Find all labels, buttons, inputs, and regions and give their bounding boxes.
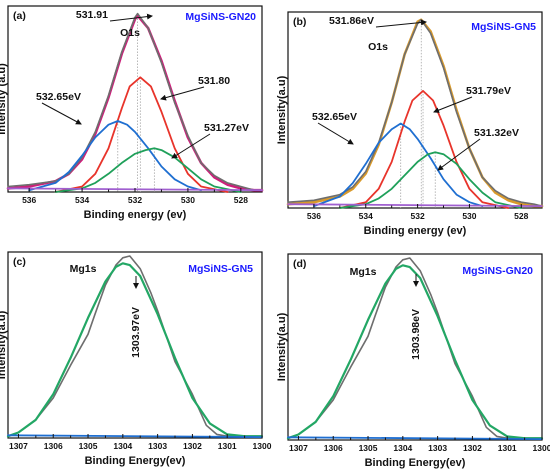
x-tick-label: 534 xyxy=(359,211,373,221)
annotation-arrow xyxy=(41,102,82,125)
annotation-arrow xyxy=(437,138,481,171)
y-axis-label: Intensity(a.u) xyxy=(276,312,288,381)
series-raw-2 xyxy=(7,12,263,191)
panel-label: (b) xyxy=(293,16,306,28)
x-tick-label: 1301 xyxy=(218,441,237,451)
x-tick-label: 536 xyxy=(307,211,321,221)
x-tick-label: 532 xyxy=(410,211,424,221)
panel-label: (d) xyxy=(293,258,306,270)
panel-4: 1307 1306 1305 1304 1303 1302 1301 1300 Binding … xyxy=(276,253,550,469)
annotation-arrow xyxy=(109,13,153,22)
x-tick-label: 1302 xyxy=(463,443,482,453)
x-tick-label: 1305 xyxy=(359,443,378,453)
series-component-4 xyxy=(312,122,484,208)
peak-annotation: 531.32eV xyxy=(474,127,519,139)
x-axis-label: Binding energy (ev) xyxy=(364,225,467,237)
series-component-3 xyxy=(54,76,229,193)
core-level-label: Mg1s xyxy=(350,266,377,278)
x-tick-label: 1304 xyxy=(393,443,412,453)
plot-frame xyxy=(287,253,543,441)
x-axis-label: Binding Energy(ev) xyxy=(85,455,186,467)
peak-annotation: 1303.97eV xyxy=(130,307,142,358)
y-axis-label: Intensity(a.u) xyxy=(0,310,8,379)
y-axis-label: Intensity(a.u) xyxy=(276,75,288,144)
series-component-3 xyxy=(338,90,510,209)
panel-label: (a) xyxy=(13,10,26,22)
series-raw-2 xyxy=(287,19,543,207)
x-tick-label: 534 xyxy=(75,195,89,205)
series-raw-1 xyxy=(287,257,543,439)
x-tick-label: 1306 xyxy=(44,441,63,451)
x-tick-label: 1303 xyxy=(148,441,167,451)
x-tick-label: 1305 xyxy=(79,441,98,451)
peak-annotation: 532.65eV xyxy=(312,111,357,123)
peak-annotation: 531.86eV xyxy=(329,15,374,27)
x-tick-label: 1303 xyxy=(428,443,447,453)
peak-annotation: 531.27eV xyxy=(204,122,249,134)
core-level-label: O1s xyxy=(368,41,388,53)
x-tick-label: 530 xyxy=(181,195,195,205)
x-tick-label: 1306 xyxy=(324,443,343,453)
peak-annotation: 531.79eV xyxy=(466,85,511,97)
panel-2: 536 534 532 530 528 Binding energy (ev) Intens… xyxy=(276,11,544,237)
x-tick-label: 1300 xyxy=(253,441,272,451)
annotation-arrow xyxy=(433,96,473,113)
panel-title: MgSiNS-GN20 xyxy=(462,265,533,277)
panel-1: 536 534 532 530 528 Binding energy (ev) Intens… xyxy=(0,5,264,221)
peak-annotation: 531.80 xyxy=(198,75,230,87)
annotation-arrow xyxy=(160,86,205,101)
x-tick-label: 1302 xyxy=(183,441,202,451)
series-component-5 xyxy=(338,151,523,209)
series-fit-2 xyxy=(6,262,264,438)
x-tick-label: 1301 xyxy=(498,443,517,453)
x-tick-label: 1304 xyxy=(113,441,132,451)
peak-annotation: 531.91 xyxy=(76,9,108,21)
x-tick-label: 1307 xyxy=(9,441,28,451)
series-background-6 xyxy=(287,203,543,208)
series-component-5 xyxy=(54,147,242,193)
core-level-label: Mg1s xyxy=(70,263,97,275)
plot-frame xyxy=(7,251,263,439)
x-tick-label: 1307 xyxy=(289,443,308,453)
peak-annotation: 532.65eV xyxy=(36,91,81,103)
x-tick-label: 530 xyxy=(462,211,476,221)
annotation-arrow xyxy=(171,133,211,159)
y-axis-label: Intensity (a.u) xyxy=(0,63,8,135)
panel-title: MgSiNS-GN5 xyxy=(471,21,536,33)
x-tick-label: 1300 xyxy=(533,443,550,453)
x-tick-label: 528 xyxy=(514,211,528,221)
panel-title: MgSiNS-GN20 xyxy=(185,11,256,23)
peak-annotation: 1303.98eV xyxy=(410,309,422,360)
x-axis-label: Binding Energy(ev) xyxy=(365,457,466,469)
annotation-arrow xyxy=(375,19,427,28)
x-axis-label: Binding energy (ev) xyxy=(84,209,187,221)
panel-3: 1307 1306 1305 1304 1303 1302 1301 1300 Binding … xyxy=(0,251,272,467)
core-level-label: O1s xyxy=(120,27,140,39)
x-tick-label: 528 xyxy=(234,195,248,205)
series-background-3 xyxy=(287,436,543,441)
x-tick-label: 536 xyxy=(22,195,36,205)
series-fit-2 xyxy=(286,264,544,440)
panel-label: (c) xyxy=(13,256,26,268)
series-component-4 xyxy=(28,120,203,192)
series-background-3 xyxy=(7,434,263,439)
plot-frame xyxy=(287,11,543,209)
x-tick-label: 532 xyxy=(128,195,142,205)
series-raw-1 xyxy=(7,255,263,437)
panel-title: MgSiNS-GN5 xyxy=(188,263,253,275)
annotation-arrow xyxy=(317,122,354,145)
